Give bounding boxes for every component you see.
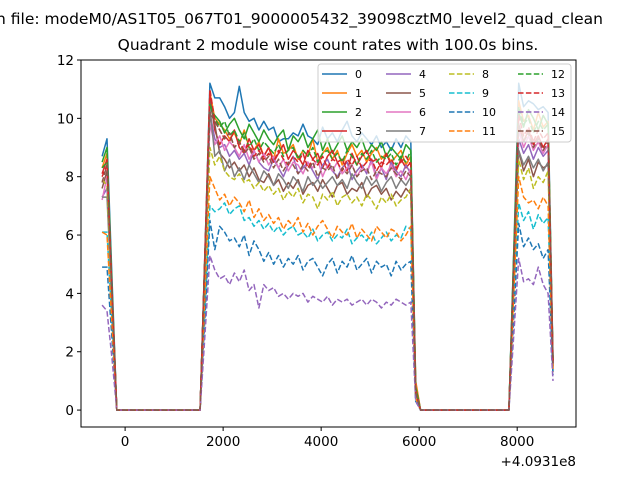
y-tick-label: 8	[65, 170, 74, 186]
y-tick-label: 10	[57, 111, 74, 127]
legend-label: 6	[419, 106, 426, 119]
y-tick-label: 6	[65, 228, 74, 244]
legend-label: 9	[482, 87, 489, 100]
y-tick-label: 0	[65, 403, 74, 419]
legend-box	[317, 63, 572, 143]
legend-label: 5	[419, 87, 426, 100]
plot-area-frame	[80, 59, 577, 428]
series-line-12	[101, 103, 554, 411]
x-tick-label: 0	[121, 434, 130, 450]
series-line-9	[102, 202, 554, 411]
series-line-2	[101, 108, 554, 411]
legend-label: 2	[355, 106, 362, 119]
x-tick-label: 8000	[500, 434, 534, 450]
y-tick-label: 4	[65, 286, 74, 302]
series-line-14	[101, 254, 554, 411]
legend-label: 4	[419, 68, 426, 81]
legend-label: 11	[482, 125, 496, 138]
legend-label: 15	[551, 125, 565, 138]
x-tick-label: 2000	[206, 434, 240, 450]
legend-label: 10	[482, 106, 496, 119]
figure-suptitle: n file: modeM0/AS1T05_067T01_9000005432_…	[0, 10, 603, 29]
x-axis-offset-label: +4.0931e8	[501, 454, 576, 470]
legend-label: 14	[551, 106, 565, 119]
legend-label: 3	[355, 125, 362, 138]
series-line-7	[102, 105, 554, 411]
series-layer	[101, 82, 554, 411]
series-line-11	[101, 175, 554, 411]
legend-label: 12	[551, 68, 565, 81]
legend-label: 0	[355, 68, 362, 81]
chart-title: Quadrant 2 module wise count rates with …	[118, 36, 539, 54]
x-tick-label: 6000	[402, 434, 436, 450]
legend-label: 8	[482, 68, 489, 81]
y-tick-label: 12	[57, 53, 74, 69]
series-line-15	[101, 111, 554, 411]
legend-label: 7	[419, 125, 426, 138]
series-line-10	[102, 219, 554, 411]
legend-label: 1	[355, 87, 362, 100]
y-tick-label: 2	[65, 345, 74, 361]
x-tick-label: 4000	[304, 434, 338, 450]
series-line-8	[101, 146, 554, 411]
legend-label: 13	[551, 87, 565, 100]
